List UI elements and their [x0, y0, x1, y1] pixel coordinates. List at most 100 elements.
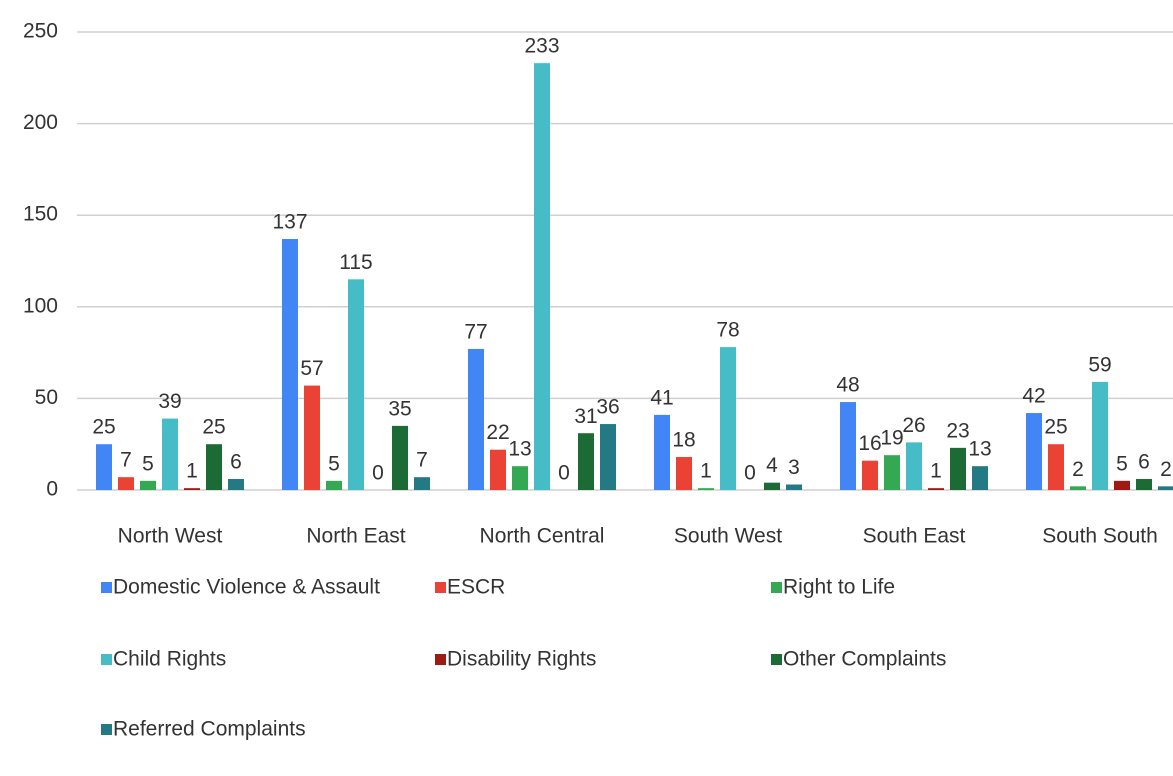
data-label: 16 [858, 432, 881, 455]
data-label: 13 [508, 438, 531, 461]
data-label: 36 [596, 396, 619, 419]
bar [326, 480, 342, 490]
legend-swatch [435, 582, 446, 593]
data-label: 5 [142, 452, 154, 475]
data-label: 19 [880, 427, 903, 450]
bar [118, 477, 134, 490]
data-label: 115 [339, 251, 372, 274]
data-label: 7 [120, 449, 132, 472]
legend-swatch [101, 582, 112, 593]
data-label: 42 [1022, 385, 1045, 408]
bar [654, 414, 670, 490]
bar [928, 488, 944, 490]
bar [490, 449, 506, 490]
data-label: 5 [328, 452, 340, 475]
bar [184, 488, 200, 490]
data-label: 23 [946, 419, 969, 442]
x-tick-label: South East [863, 525, 966, 548]
x-tick-label: North East [306, 525, 405, 548]
data-label: 13 [968, 438, 991, 461]
bar [468, 348, 484, 490]
data-label: 2 [1160, 458, 1172, 481]
legend-swatch [771, 582, 782, 593]
bar [676, 457, 692, 490]
legend-swatch [435, 654, 446, 665]
bar [950, 447, 966, 490]
y-tick-label: 0 [46, 478, 58, 501]
legend-label: Right to Life [783, 576, 895, 599]
data-label: 41 [650, 386, 673, 409]
y-tick-label: 150 [23, 203, 58, 226]
bar [1092, 381, 1108, 490]
data-label: 22 [486, 421, 509, 444]
data-label: 39 [158, 390, 181, 413]
x-tick-label: South West [674, 525, 782, 548]
legend-swatch [101, 654, 112, 665]
bar [162, 418, 178, 490]
bar [206, 444, 222, 490]
data-label: 35 [388, 397, 411, 420]
legend-label: Child Rights [113, 648, 226, 671]
data-label: 25 [202, 416, 225, 439]
y-tick-label: 200 [23, 111, 58, 134]
y-tick-label: 250 [23, 20, 58, 43]
bar [348, 279, 364, 490]
bar [534, 63, 550, 490]
x-tick-label: South South [1042, 525, 1158, 548]
bar [764, 482, 780, 490]
bar [786, 484, 802, 490]
legend-label: Disability Rights [447, 648, 596, 671]
x-tick-label: North Central [480, 525, 605, 548]
bar [304, 385, 320, 490]
bar [392, 425, 408, 490]
bar [414, 477, 430, 490]
data-label: 4 [766, 454, 778, 477]
legend-label: Other Complaints [783, 648, 946, 671]
bar [1114, 480, 1130, 490]
data-label: 1 [930, 460, 942, 483]
bar [282, 239, 298, 490]
bar [1048, 444, 1064, 490]
data-label: 59 [1088, 353, 1111, 376]
x-tick-label: North West [118, 525, 223, 548]
y-tick-label: 100 [23, 294, 58, 317]
data-label: 0 [372, 462, 384, 485]
bar [906, 442, 922, 490]
bar [1136, 479, 1152, 490]
data-label: 26 [902, 414, 925, 437]
data-label: 1 [700, 460, 712, 483]
data-label: 1 [186, 460, 198, 483]
data-label: 0 [558, 462, 570, 485]
bar [884, 455, 900, 490]
data-label: 31 [574, 405, 597, 428]
bar [578, 433, 594, 490]
legend-label: ESCR [447, 576, 505, 599]
data-label: 6 [230, 451, 242, 474]
bar [228, 479, 244, 490]
data-label: 3 [788, 456, 800, 479]
legend-swatch [101, 724, 112, 735]
data-label: 48 [836, 374, 859, 397]
bar [1026, 413, 1042, 490]
data-label: 2 [1072, 458, 1084, 481]
legend-label: Domestic Violence & Assault [113, 576, 380, 599]
bar [972, 466, 988, 490]
bar [862, 460, 878, 490]
data-label: 0 [744, 462, 756, 485]
y-tick-label: 50 [35, 386, 58, 409]
bar [140, 480, 156, 490]
bar [1158, 486, 1173, 490]
bar [840, 402, 856, 490]
bar [512, 466, 528, 490]
bar [698, 488, 714, 490]
legend-label: Referred Complaints [113, 718, 306, 741]
data-label: 25 [1044, 416, 1067, 439]
data-label: 78 [716, 319, 739, 342]
data-label: 137 [272, 211, 307, 234]
bar [720, 347, 736, 490]
data-label: 25 [92, 416, 115, 439]
bar [600, 424, 616, 490]
bar [96, 444, 112, 490]
data-label: 7 [416, 449, 428, 472]
